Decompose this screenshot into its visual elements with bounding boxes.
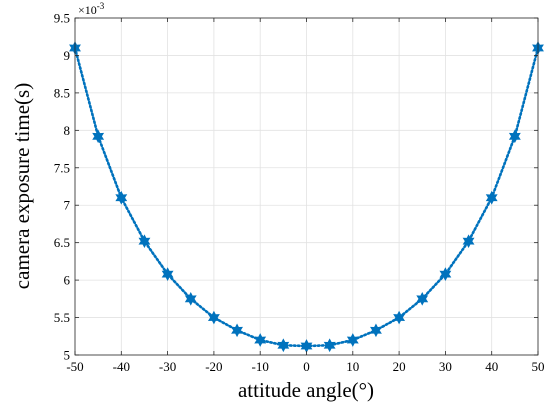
data-point (439, 267, 452, 281)
data-point (393, 310, 406, 325)
x-tick-label: -40 (113, 359, 130, 374)
y-tick-label: 6.5 (54, 235, 70, 250)
data-point (184, 291, 197, 306)
x-tick-label: 50 (532, 359, 545, 374)
x-tick-label: 0 (303, 359, 310, 374)
x-tick-label: 20 (393, 359, 406, 374)
data-point (161, 267, 174, 281)
data-point (416, 291, 429, 306)
y-multiplier-label: ×10-3 (78, 1, 105, 17)
data-point (207, 310, 220, 325)
x-tick-label: -20 (205, 359, 222, 374)
data-point (231, 323, 243, 338)
y-tick-label: 9 (64, 48, 71, 63)
series-group (69, 41, 544, 353)
y-tick-label: 6 (64, 273, 71, 288)
ticks: -50 -40 -30 -20 -10 0 10 20 30 40 50 5 5.5 6 6.5 7 7.5 8 8… (54, 11, 545, 375)
y-axis-label: camera exposure time(s) (10, 83, 34, 289)
data-point (323, 338, 336, 353)
data-point (138, 234, 151, 249)
data-point (462, 234, 475, 249)
y-tick-label: 9.5 (54, 11, 70, 26)
data-point (346, 333, 359, 347)
data-point (115, 190, 128, 205)
data-point (254, 333, 267, 347)
x-tick-label: -30 (159, 359, 176, 374)
y-tick-label: 5.5 (54, 310, 70, 325)
x-tick-label: -50 (66, 359, 83, 374)
data-point (485, 190, 498, 205)
y-multiplier-exponent: -3 (97, 1, 105, 11)
data-point (92, 129, 105, 144)
y-tick-label: 5 (64, 348, 71, 363)
x-tick-label: 40 (485, 359, 498, 374)
data-point (508, 129, 521, 144)
y-tick-label: 7.5 (54, 160, 70, 175)
x-tick-label: 30 (439, 359, 452, 374)
x-axis-label: attitude angle(°) (238, 378, 374, 402)
y-multiplier-base: ×10 (78, 3, 97, 17)
y-tick-label: 7 (64, 198, 71, 213)
x-tick-label: 10 (346, 359, 359, 374)
data-point (277, 338, 290, 353)
data-point (370, 323, 382, 338)
y-tick-label: 8.5 (54, 85, 70, 100)
x-tick-label: -10 (252, 359, 269, 374)
y-tick-label: 8 (64, 123, 71, 138)
